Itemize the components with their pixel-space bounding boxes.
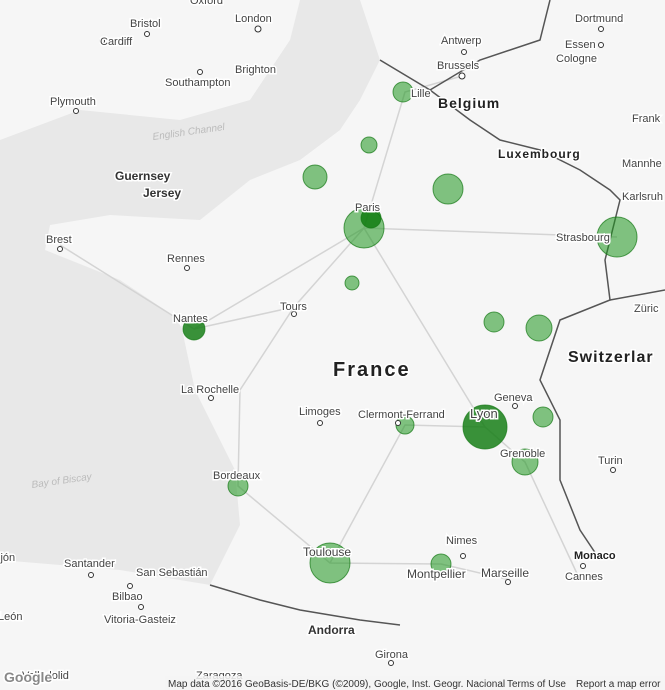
report-link[interactable]: Report a map error bbox=[576, 679, 661, 690]
city-dots bbox=[57, 25, 616, 666]
place-label: Guernsey bbox=[115, 169, 171, 183]
place-label: Nantes bbox=[173, 313, 208, 325]
place-label: Cardiff bbox=[100, 36, 133, 48]
place-label: Limoges bbox=[299, 406, 341, 418]
place-label: Karlsruh bbox=[622, 191, 663, 203]
place-label: Antwerp bbox=[441, 35, 481, 47]
place-label: San Sebastián bbox=[136, 567, 208, 579]
place-label: Lille bbox=[411, 88, 431, 100]
place-label: Plymouth bbox=[50, 96, 96, 108]
place-label: Strasbourg bbox=[556, 232, 610, 244]
place-label: Vitoria-Gasteiz bbox=[104, 614, 176, 626]
place-label: Frank bbox=[632, 113, 661, 125]
place-label: Brest bbox=[46, 234, 72, 246]
attribution: Map data ©2016 GeoBasis-DE/BKG (©2009), … bbox=[168, 679, 505, 690]
place-label: Clermont-Ferrand bbox=[358, 409, 445, 421]
place-label: Lyon bbox=[470, 406, 498, 421]
place-label: Tours bbox=[280, 301, 307, 313]
uk-land bbox=[0, 0, 300, 140]
footer-bar bbox=[165, 676, 665, 690]
place-label: Santander bbox=[64, 558, 115, 570]
country-label: France bbox=[333, 359, 411, 381]
place-label: Dortmund bbox=[575, 13, 623, 25]
place-label: Jersey bbox=[143, 186, 181, 200]
place-label: Nimes bbox=[446, 535, 478, 547]
place-label: Turin bbox=[598, 455, 623, 467]
place-label: Bilbao bbox=[112, 591, 143, 603]
place-label: Valladolid bbox=[22, 670, 69, 682]
place-label: Montpellier bbox=[407, 567, 466, 581]
place-label: Mannhe bbox=[622, 158, 662, 170]
place-label: Bristol bbox=[130, 18, 161, 30]
place-label: Girona bbox=[375, 649, 409, 661]
markers bbox=[182, 81, 638, 584]
place-label: Rennes bbox=[167, 253, 205, 265]
place-label: ijón bbox=[0, 552, 15, 564]
place-label: La Rochelle bbox=[181, 384, 239, 396]
place-label: Monaco bbox=[574, 550, 616, 562]
place-label: Bordeaux bbox=[213, 470, 261, 482]
place-label: Marseille bbox=[481, 566, 529, 580]
place-label: Essen bbox=[565, 39, 596, 51]
place-label: León bbox=[0, 611, 22, 623]
place-label: London bbox=[235, 13, 272, 25]
place-label: Brussels bbox=[437, 60, 480, 72]
place-label: Southampton bbox=[165, 77, 230, 89]
place-label: Andorra bbox=[308, 623, 355, 637]
place-label: Geneva bbox=[494, 392, 533, 404]
google-logo: Google bbox=[4, 669, 52, 685]
place-label: Grenoble bbox=[500, 448, 545, 460]
place-label: Oxford bbox=[190, 0, 223, 7]
country-label: Belgium bbox=[438, 95, 500, 111]
terms-link[interactable]: Terms of Use bbox=[507, 679, 566, 690]
place-label: Züric bbox=[634, 303, 659, 315]
place-label: Cannes bbox=[565, 571, 603, 583]
country-label: Luxembourg bbox=[498, 147, 581, 161]
place-label: Toulouse bbox=[303, 545, 351, 559]
place-label: Brighton bbox=[235, 64, 276, 76]
place-label: Paris bbox=[355, 202, 381, 214]
place-label: Cologne bbox=[556, 53, 597, 65]
country-label: Switzerlar bbox=[568, 349, 654, 366]
